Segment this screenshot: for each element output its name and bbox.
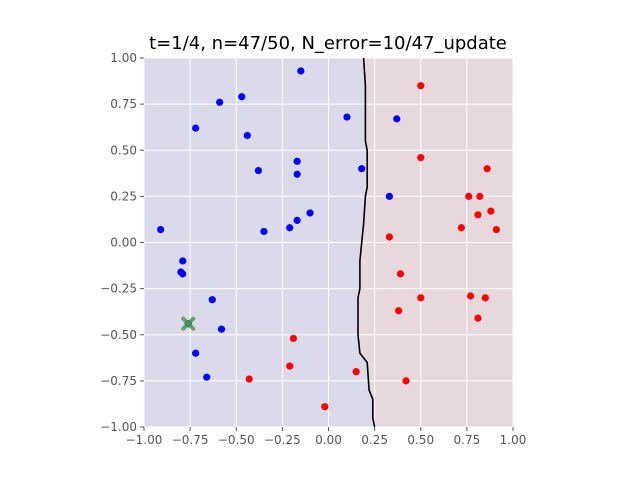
- blue-point: [203, 373, 211, 381]
- y-tick-label: 0.50: [110, 143, 137, 157]
- red-point: [395, 307, 403, 315]
- red-point: [483, 165, 491, 173]
- blue-point: [306, 209, 314, 217]
- chart-title: t=1/4, n=47/50, N_error=10/47_update: [149, 33, 507, 54]
- x-tick-label: 1.00: [500, 433, 527, 447]
- red-point: [466, 292, 475, 300]
- y-tick-label: 0.25: [110, 189, 137, 203]
- red-point: [487, 207, 495, 215]
- x-tick-label: 0.00: [315, 433, 342, 447]
- blue-point: [286, 224, 294, 232]
- blue-point: [254, 166, 262, 175]
- red-point: [352, 368, 360, 376]
- red-point: [321, 403, 329, 411]
- red-point: [245, 375, 253, 383]
- highlight-stroke: [181, 316, 196, 331]
- red-point: [457, 224, 465, 232]
- red-point: [474, 314, 482, 322]
- red-point: [476, 192, 484, 200]
- y-tick-label: −0.25: [100, 282, 137, 296]
- highlight-marker: [181, 316, 196, 331]
- blue-point: [192, 349, 200, 357]
- red-point: [417, 294, 425, 302]
- blue-point: [358, 165, 366, 173]
- y-tick-label: 0.00: [110, 236, 137, 250]
- blue-point: [208, 296, 216, 304]
- x-tick-label: 0.25: [361, 433, 388, 447]
- blue-point: [343, 113, 351, 121]
- red-point: [289, 334, 298, 343]
- red-point: [492, 225, 500, 234]
- blue-point: [216, 98, 224, 106]
- y-axis: 1.00 0.75 0.50 0.25 0.00 −0.25 −0.50 −0.75 −1.00: [100, 51, 144, 434]
- blue-point: [385, 192, 393, 200]
- red-point: [465, 192, 473, 200]
- blue-point: [293, 157, 301, 165]
- blue-point: [217, 325, 226, 333]
- blue-point: [179, 270, 187, 278]
- red-point: [481, 294, 489, 302]
- red-point: [396, 270, 405, 278]
- x-axis: −1.00 −0.75 −0.50 −0.25 0.00 0.25 0.50 0.75 1.00: [126, 427, 527, 447]
- blue-point: [238, 93, 246, 101]
- blue-point: [179, 257, 187, 265]
- x-tick-label: 0.75: [454, 433, 481, 447]
- y-tick-label: 1.00: [110, 51, 137, 65]
- blue-point: [393, 115, 401, 123]
- blue-point: [243, 131, 251, 140]
- red-point: [385, 233, 393, 241]
- blue-point: [157, 225, 165, 234]
- decision-boundary: [357, 57, 376, 428]
- x-tick-label: −1.00: [126, 433, 163, 447]
- y-tick-label: −1.00: [100, 420, 137, 434]
- y-tick-label: 0.75: [110, 97, 137, 111]
- red-point: [286, 362, 294, 370]
- x-tick-label: 0.50: [407, 433, 434, 447]
- red-point: [417, 154, 425, 162]
- plot-area: [143, 57, 514, 428]
- blue-point: [293, 170, 301, 178]
- red-point: [474, 211, 482, 219]
- blue-point: [293, 216, 301, 224]
- blue-point: [297, 67, 305, 75]
- red-point: [417, 82, 425, 90]
- x-tick-label: −0.75: [172, 433, 209, 447]
- blue-point: [192, 124, 200, 132]
- y-tick-label: −0.75: [100, 374, 137, 388]
- blue-point: [260, 227, 268, 236]
- y-tick-label: −0.50: [100, 328, 137, 342]
- x-tick-label: −0.25: [264, 433, 301, 447]
- x-tick-label: −0.50: [218, 433, 255, 447]
- red-point: [402, 377, 410, 385]
